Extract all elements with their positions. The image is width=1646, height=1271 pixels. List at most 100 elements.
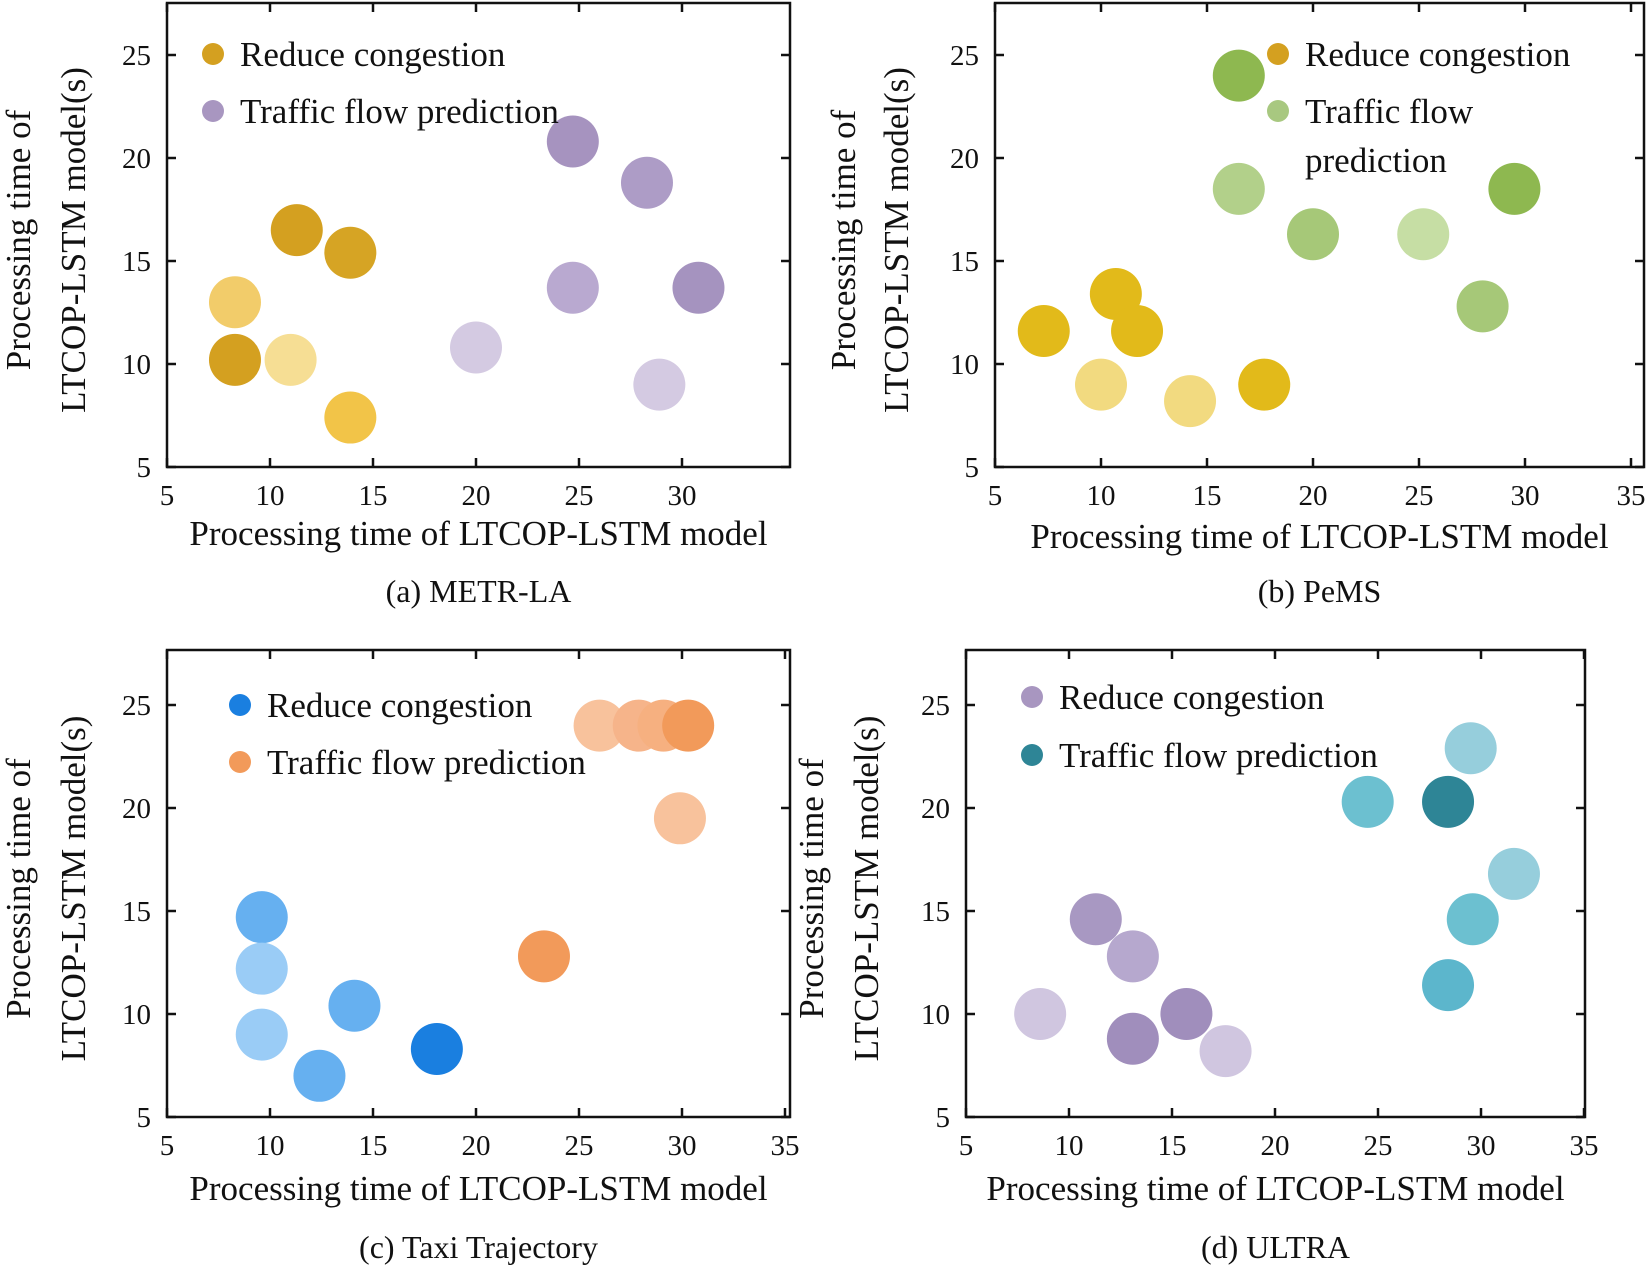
y-tick-label: 25 <box>122 690 151 722</box>
legend-label: Traffic flow prediction <box>267 743 586 782</box>
x-tick-label: 35 <box>771 1130 800 1162</box>
y-tick-label: 10 <box>950 349 979 381</box>
y-tick-label: 20 <box>122 793 151 825</box>
x-tick-label: 35 <box>1570 1130 1599 1162</box>
legend-marker <box>202 100 224 122</box>
data-point-d-s1 <box>1422 959 1475 1012</box>
y-tick-label: 25 <box>950 40 979 72</box>
x-tick-label: 30 <box>1511 480 1540 512</box>
data-point-d-s1 <box>1341 775 1394 828</box>
data-point-b-s1 <box>1488 162 1541 215</box>
data-point-a-s1 <box>633 358 686 411</box>
x-tick-label: 10 <box>256 1130 285 1162</box>
data-point-c-s0 <box>410 1023 463 1076</box>
x-tick-label: 10 <box>256 480 285 512</box>
data-point-d-s0 <box>1160 988 1213 1040</box>
y-axis-title: LTCOP-LSTM model(s) <box>54 67 93 413</box>
x-tick-label: 20 <box>1261 1130 1290 1162</box>
x-axis-title: Processing time of LTCOP-LSTM model <box>189 1169 767 1208</box>
y-axis-title: LTCOP-LSTM model(s) <box>847 716 886 1062</box>
legend-label: Traffic flow prediction <box>1059 736 1378 775</box>
data-point-a-s0 <box>324 391 377 444</box>
data-point-d-s1 <box>1444 722 1497 775</box>
data-point-c-s0 <box>235 942 288 995</box>
legend-marker <box>1267 43 1289 65</box>
data-point-c-s0 <box>328 979 381 1032</box>
legend-label: Traffic flow prediction <box>1305 92 1474 180</box>
legend-marker <box>1021 744 1043 766</box>
data-point-b-s0 <box>1164 375 1217 428</box>
data-point-c-s0 <box>293 1049 346 1102</box>
y-tick-label: 20 <box>950 143 979 175</box>
x-tick-label: 30 <box>668 480 697 512</box>
data-point-a-s1 <box>620 156 673 209</box>
x-tick-label: 20 <box>462 480 491 512</box>
y-tick-label: 25 <box>921 690 950 722</box>
y-tick-label: 15 <box>122 246 151 278</box>
legend-label: Reduce congestion <box>267 686 532 725</box>
legend-marker <box>202 43 224 65</box>
data-point-b-s1 <box>1212 49 1265 102</box>
x-tick-label: 15 <box>359 480 388 512</box>
plot-frame <box>993 1 1646 469</box>
x-tick-label: 5 <box>988 480 1003 512</box>
legend-marker <box>229 751 251 773</box>
data-point-b-s1 <box>1287 208 1339 261</box>
y-axis-title: Processing time of <box>824 109 863 370</box>
y-tick-label: 25 <box>122 40 151 72</box>
legend-marker <box>1021 686 1043 708</box>
data-point-c-s1 <box>653 792 706 845</box>
y-axis-title: Processing time of <box>0 109 38 370</box>
data-point-b-s1 <box>1397 208 1450 261</box>
x-tick-label: 25 <box>1405 480 1434 512</box>
legend-marker <box>1267 100 1289 122</box>
panel-c: 5 10 15 20 25 30 35 5 10 15 20 25 Reduce congestion T… <box>0 648 800 1265</box>
data-point-a-s0 <box>264 333 317 386</box>
data-point-b-s1 <box>1212 162 1265 215</box>
x-tick-label: 35 <box>1617 480 1646 512</box>
y-tick-label: 10 <box>122 999 151 1031</box>
data-point-b-s0 <box>1111 305 1164 358</box>
y-axis-title: Processing time of <box>792 758 831 1019</box>
y-tick-label: 20 <box>122 143 151 175</box>
data-point-c-s0 <box>235 891 288 944</box>
panel-caption: (c) Taxi Trajectory <box>359 1229 598 1265</box>
y-tick-label: 15 <box>122 896 151 928</box>
data-point-a-s0 <box>208 276 261 329</box>
data-point-a-s0 <box>270 204 323 257</box>
y-tick-label: 10 <box>122 349 151 381</box>
x-tick-label: 25 <box>1364 1130 1393 1162</box>
plot-frame <box>165 648 792 1119</box>
x-tick-label: 25 <box>565 1130 594 1162</box>
x-tick-label: 20 <box>1299 480 1328 512</box>
data-point-d-s0 <box>1106 1012 1159 1065</box>
data-point-d-s0 <box>1014 988 1067 1040</box>
x-tick-label: 25 <box>565 480 594 512</box>
y-tick-label: 20 <box>921 793 950 825</box>
x-tick-label: 10 <box>1087 480 1116 512</box>
x-tick-label: 5 <box>959 1130 974 1162</box>
panel-caption: (a) METR-LA <box>386 573 572 609</box>
y-tick-label: 10 <box>921 999 950 1031</box>
y-tick-label: 15 <box>950 246 979 278</box>
legend-marker <box>229 694 251 716</box>
data-point-c-s1 <box>517 930 570 983</box>
x-tick-label: 10 <box>1055 1130 1084 1162</box>
y-axis-title: LTCOP-LSTM model(s) <box>877 67 916 413</box>
legend-label: Reduce congestion <box>240 35 505 74</box>
data-point-b-s1 <box>1456 280 1509 333</box>
x-axis-title: Processing time of LTCOP-LSTM model <box>189 514 767 553</box>
data-point-d-s1 <box>1446 893 1499 946</box>
x-tick-label: 30 <box>1467 1130 1496 1162</box>
data-point-a-s1 <box>450 321 502 374</box>
data-point-c-s1 <box>573 699 626 752</box>
x-tick-label: 5 <box>160 480 175 512</box>
data-point-c-s0 <box>235 1008 288 1061</box>
data-point-d-s0 <box>1106 930 1159 983</box>
legend-label: Reduce congestion <box>1305 35 1570 74</box>
plot-frame <box>165 1 792 469</box>
y-tick-label: 15 <box>921 896 950 928</box>
data-point-b-s0 <box>1017 305 1070 358</box>
x-axis-title: Processing time of LTCOP-LSTM model <box>1030 517 1608 556</box>
